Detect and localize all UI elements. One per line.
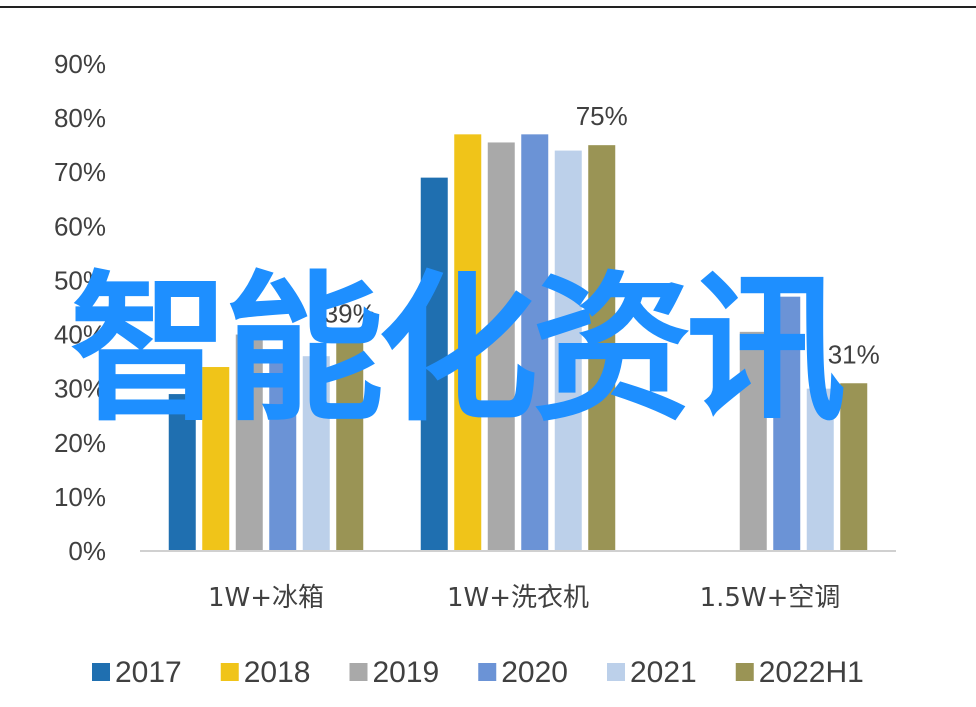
x-tick-label: 1W+洗衣机 <box>447 583 589 613</box>
y-tick-label: 80% <box>54 103 106 133</box>
legend-label: 2018 <box>244 656 311 689</box>
y-tick-label: 40% <box>54 320 106 350</box>
bar <box>302 356 330 551</box>
bar <box>168 394 196 551</box>
y-tick-label: 60% <box>54 211 106 241</box>
y-tick-label: 10% <box>54 482 106 512</box>
legend-swatch <box>220 663 239 681</box>
legend-swatch <box>607 663 625 681</box>
data-label: 31% <box>828 339 880 369</box>
legend-label: 2021 <box>630 656 697 689</box>
y-tick-label: 0% <box>68 536 106 566</box>
bar <box>420 177 448 551</box>
y-tick-label: 70% <box>54 157 106 187</box>
bar <box>588 145 616 551</box>
y-tick-label: 30% <box>54 374 106 404</box>
bar <box>454 134 482 551</box>
legend-swatch <box>349 663 368 681</box>
x-tick-label: 1W+冰箱 <box>208 583 324 613</box>
bar <box>336 342 364 551</box>
bar <box>202 367 230 551</box>
legend-label: 2020 <box>501 656 568 689</box>
legend-label: 2019 <box>373 656 440 689</box>
top-border-line <box>0 6 976 8</box>
x-axis-labels: 1W+冰箱 1W+洗衣机 1.5W+空调 <box>208 583 840 613</box>
y-tick-label: 20% <box>54 428 106 458</box>
legend-swatch <box>735 663 754 681</box>
bar <box>739 331 767 551</box>
bar <box>269 350 297 551</box>
bar <box>521 134 549 551</box>
legend-swatch <box>92 663 110 681</box>
bar <box>773 296 801 551</box>
bar <box>554 150 582 552</box>
data-labels-group: 39% 75% 31% <box>324 101 880 369</box>
bar <box>806 388 834 551</box>
bar <box>840 383 868 551</box>
bar <box>487 142 515 551</box>
legend-label: 2022H1 <box>759 656 864 689</box>
y-tick-label: 90% <box>54 49 106 79</box>
data-label: 75% <box>576 101 628 131</box>
y-tick-label: 50% <box>54 265 106 295</box>
legend: 2017 2018 2019 2020 2021 2022H1 <box>92 656 864 689</box>
data-label: 39% <box>324 299 376 329</box>
legend-label: 2017 <box>115 656 182 689</box>
bars-group <box>168 134 868 552</box>
legend-swatch <box>478 663 497 681</box>
watermark-text: 智能化资讯 <box>70 256 846 443</box>
bar <box>235 334 263 551</box>
y-axis-ticks: 0% 10% 20% 30% 40% 50% 60% 70% 80% 90% <box>54 49 106 566</box>
x-tick-label: 1.5W+空调 <box>700 583 841 613</box>
